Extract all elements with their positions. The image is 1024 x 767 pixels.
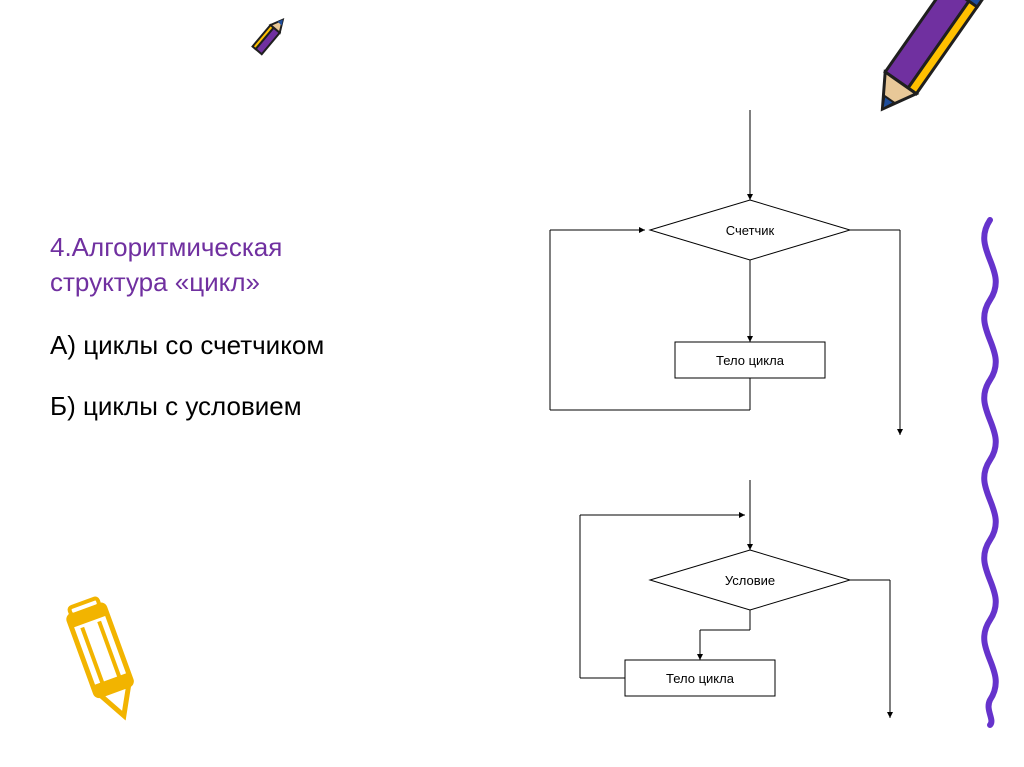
label-body2: Тело цикла [666,671,735,686]
flowchart-condition-main: Условие Тело цикла [520,460,920,740]
large-pencil-icon [855,0,1024,155]
sub-b: Б) циклы с условием [50,391,460,422]
flowchart-counter: Счетчик Тело цикла [520,110,920,440]
tiny-pencil-icon [240,5,300,65]
label-condition2: Условие [725,573,775,588]
heading-line1: 4.Алгоритмическая [50,232,282,262]
label-counter: Счетчик [726,223,775,238]
crayon-icon [25,575,195,745]
label-body1: Тело цикла [716,353,785,368]
heading-line2: структура «цикл» [50,267,260,297]
sub-a: А) циклы со счетчиком [50,330,460,361]
squiggle-icon [960,210,1020,730]
